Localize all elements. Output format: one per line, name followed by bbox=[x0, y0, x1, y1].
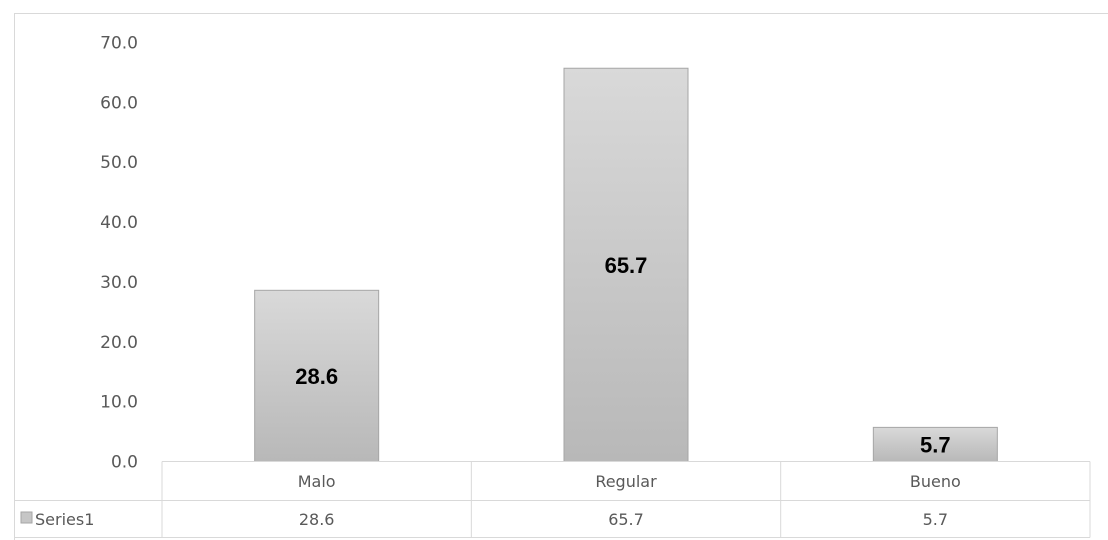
bar bbox=[254, 289, 380, 462]
data-table: Malo 28.6 Regular 65.7 Bueno 5.7 Series1 bbox=[14, 461, 1091, 538]
y-tick-label: 50.0 bbox=[100, 153, 138, 173]
bar-data-label: 5.7 bbox=[920, 432, 951, 457]
y-tick-label: 40.0 bbox=[100, 213, 138, 233]
table-value: 5.7 bbox=[923, 510, 948, 529]
legend-series-name: Series1 bbox=[35, 510, 94, 529]
y-tick-label: 0.0 bbox=[111, 453, 138, 473]
table-value: 28.6 bbox=[299, 510, 335, 529]
bar-data-label: 65.7 bbox=[605, 253, 648, 278]
y-tick-label: 70.0 bbox=[100, 34, 138, 54]
bars: 28.6 65.7 5.7 bbox=[254, 67, 998, 463]
category-label: Regular bbox=[595, 472, 657, 491]
category-label: Bueno bbox=[910, 472, 961, 491]
chart-area bbox=[14, 13, 1108, 540]
bar bbox=[563, 67, 689, 462]
bar-data-label: 28.6 bbox=[295, 364, 338, 389]
table-value: 65.7 bbox=[608, 510, 644, 529]
y-tick-label: 30.0 bbox=[100, 273, 138, 293]
y-tick-label: 20.0 bbox=[100, 333, 138, 353]
y-axis: 0.0 10.0 20.0 30.0 40.0 50.0 60.0 70.0 bbox=[100, 34, 138, 473]
legend-key-swatch bbox=[20, 511, 33, 524]
category-label: Malo bbox=[298, 472, 336, 491]
y-tick-label: 60.0 bbox=[100, 93, 138, 113]
y-tick-label: 10.0 bbox=[100, 393, 138, 413]
